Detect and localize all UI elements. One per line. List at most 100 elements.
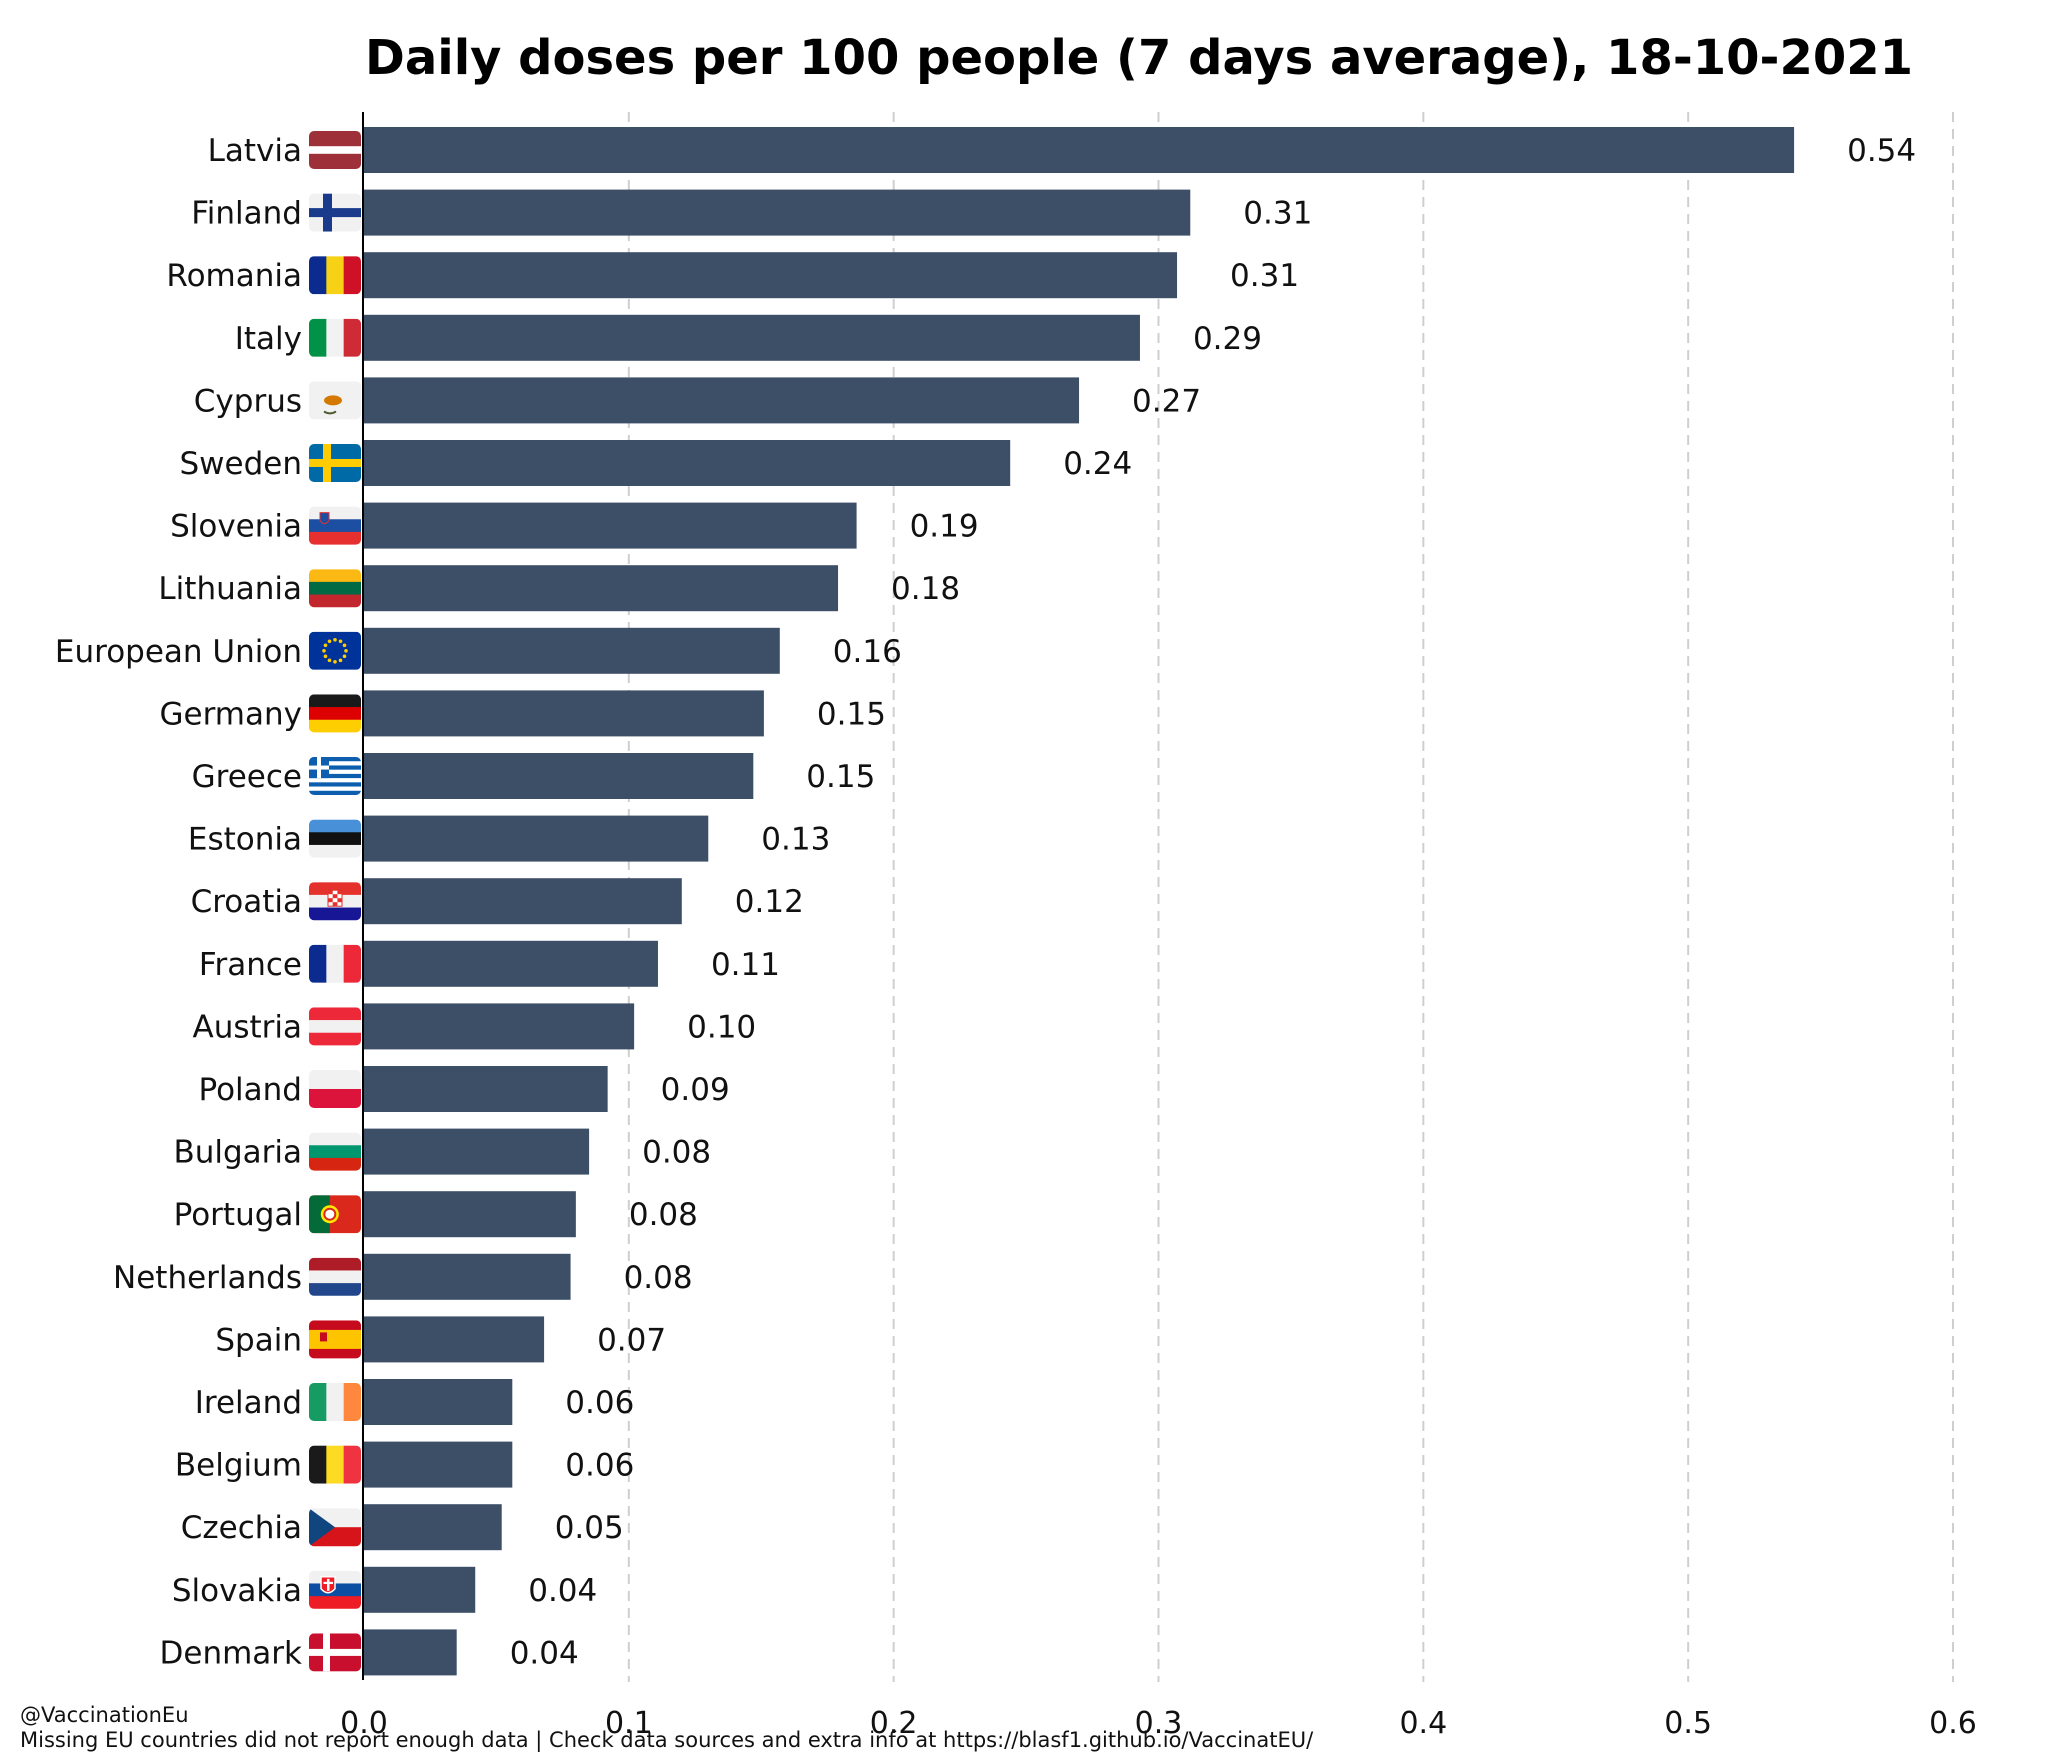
bar-romania [364,252,1178,299]
value-label: 0.09 [661,1072,730,1108]
value-label: 0.18 [891,571,960,607]
x-tick-label: 0.0 [340,1706,388,1741]
category-label: Spain [215,1322,302,1358]
lithuania-flag-icon [309,569,361,608]
category-label: Slovakia [172,1573,302,1609]
bar-germany [364,690,764,737]
bar-greece [364,753,754,799]
bulgaria-flag-icon [309,1132,361,1171]
bar-finland [364,189,1191,236]
value-label: 0.12 [735,884,804,920]
bar-cyprus [364,377,1080,424]
bar-lithuania [364,565,839,612]
value-label: 0.06 [565,1448,634,1484]
sweden-flag-icon [309,444,361,482]
bar-austria [364,1003,635,1050]
finland-flag-icon [309,193,361,232]
slovenia-flag-icon [309,506,361,545]
category-label: European Union [55,634,302,670]
croatia-flag-icon [309,882,361,921]
x-tick-label: 0.2 [870,1706,918,1741]
austria-flag-icon [309,1007,361,1046]
value-label: 0.31 [1230,258,1299,294]
x-tick-label: 0.4 [1399,1706,1447,1741]
value-label: 0.27 [1132,383,1201,419]
bar-poland [364,1066,608,1112]
category-label: Ireland [195,1385,302,1421]
value-label: 0.07 [597,1322,666,1358]
category-label: Romania [166,258,302,294]
category-label: Germany [160,696,302,732]
italy-flag-icon [309,318,361,357]
value-label: 0.15 [817,696,886,732]
value-label: 0.13 [761,822,830,858]
value-label: 0.08 [624,1260,693,1296]
bar-portugal [364,1191,576,1238]
category-label: Portugal [174,1197,302,1233]
estonia-flag-icon [309,819,361,858]
value-label: 0.24 [1063,446,1132,482]
category-label: Sweden [179,446,302,482]
category-label: Estonia [188,822,302,858]
romania-flag-icon [309,256,361,295]
slovakia-flag-icon [309,1570,361,1609]
value-label: 0.06 [565,1385,634,1421]
bar-netherlands [364,1253,571,1300]
bar-spain [364,1316,545,1363]
footer-handle: @VaccinationEu [20,1703,189,1727]
cyprus-flag-icon [309,381,361,420]
value-label: 0.08 [642,1135,711,1171]
category-label: Latvia [208,133,302,169]
value-label: 0.54 [1847,133,1916,169]
bar-european-union [364,627,780,674]
bar-croatia [364,878,682,925]
value-label: 0.16 [833,634,902,670]
belgium-flag-icon [309,1445,361,1484]
spain-flag-icon [309,1320,361,1359]
value-label: 0.04 [510,1635,579,1671]
netherlands-flag-icon [309,1257,361,1296]
value-label: 0.19 [910,509,979,545]
denmark-flag-icon [309,1633,361,1672]
category-label: Netherlands [113,1260,302,1296]
x-tick-label: 0.6 [1929,1706,1977,1741]
bar-czechia [364,1504,502,1551]
germany-flag-icon [309,694,361,733]
bar-slovenia [364,502,857,549]
greece-flag-icon [309,757,361,795]
chart-title: Daily doses per 100 people (7 days avera… [365,30,1914,86]
category-label: Croatia [191,884,302,920]
value-label: 0.10 [687,1009,756,1045]
category-label: Belgium [175,1448,302,1484]
category-label: Lithuania [158,571,302,607]
latvia-flag-icon [309,131,361,169]
ireland-flag-icon [309,1383,361,1421]
bar-estonia [364,815,709,862]
france-flag-icon [309,944,361,983]
value-label: 0.04 [528,1573,597,1609]
portugal-flag-icon [309,1195,361,1234]
bar-sweden [364,440,1011,486]
x-tick-label: 0.5 [1664,1706,1712,1741]
bar-france [364,940,658,987]
poland-flag-icon [309,1070,361,1108]
x-tick-label: 0.3 [1135,1706,1183,1741]
category-label: Cyprus [194,383,302,419]
czechia-flag-icon [309,1508,361,1547]
category-label: Finland [191,196,302,232]
category-label: Poland [199,1072,303,1108]
bar-belgium [364,1441,513,1488]
value-label: 0.29 [1193,321,1262,357]
value-label: 0.08 [629,1197,698,1233]
bar-ireland [364,1379,513,1425]
bar-latvia [364,127,1795,173]
category-label: Greece [192,759,302,795]
value-label: 0.31 [1243,196,1312,232]
category-label: Italy [235,321,302,357]
category-label: Austria [192,1009,302,1045]
x-tick-label: 0.1 [605,1706,653,1741]
category-label: Czechia [181,1510,302,1546]
category-label: France [199,947,302,983]
bar-bulgaria [364,1128,590,1175]
bar-slovakia [364,1566,476,1613]
